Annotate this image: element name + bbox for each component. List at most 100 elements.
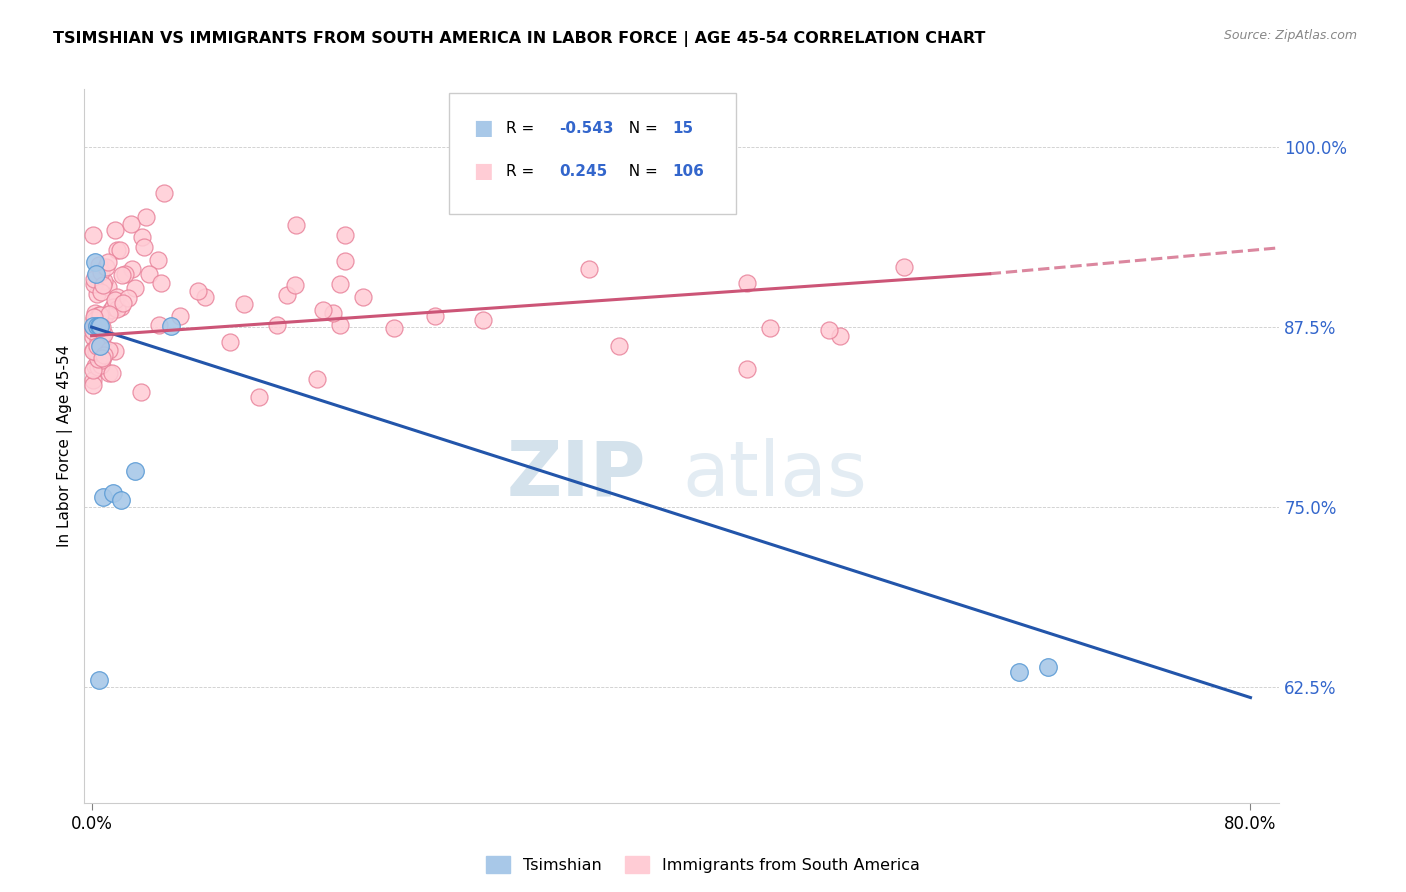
Point — [333, 254, 356, 268]
Point — [100, 302, 122, 317]
Point — [148, 318, 170, 332]
Point — [103, 486, 125, 500]
Point — [90, 285, 112, 299]
Point — [108, 243, 131, 257]
Point — [89, 334, 111, 349]
Point — [82, 374, 104, 388]
Text: R =: R = — [506, 164, 540, 178]
Point — [114, 267, 136, 281]
Point — [91, 320, 114, 334]
Point — [97, 367, 120, 381]
Point — [101, 300, 124, 314]
Point — [103, 293, 125, 308]
Point — [89, 318, 111, 333]
Point — [93, 348, 115, 362]
Point — [82, 228, 104, 243]
Point — [101, 366, 124, 380]
Point — [150, 276, 173, 290]
Point — [828, 329, 851, 343]
Point — [91, 351, 114, 365]
Point — [89, 308, 111, 322]
Text: 15: 15 — [672, 121, 693, 136]
Point — [284, 278, 307, 293]
Point — [82, 329, 104, 343]
Text: N =: N = — [619, 121, 662, 136]
Point — [247, 390, 270, 404]
Point — [1008, 665, 1031, 679]
Point — [97, 280, 120, 294]
Point — [91, 327, 114, 342]
Point — [82, 343, 104, 358]
Point — [111, 268, 134, 282]
Point — [96, 260, 118, 275]
Point — [153, 186, 176, 201]
Text: Source: ZipAtlas.com: Source: ZipAtlas.com — [1223, 29, 1357, 42]
Point — [83, 306, 105, 320]
Text: 106: 106 — [672, 164, 704, 178]
Text: ■: ■ — [472, 119, 492, 138]
Point — [307, 372, 329, 386]
Point — [735, 362, 758, 376]
Text: atlas: atlas — [682, 438, 866, 511]
Point — [117, 291, 139, 305]
Point — [104, 223, 127, 237]
Point — [169, 310, 191, 324]
Point — [112, 295, 135, 310]
Point — [578, 262, 600, 277]
Point — [194, 290, 217, 304]
Point — [86, 287, 108, 301]
Text: N =: N = — [619, 164, 662, 178]
Text: R =: R = — [506, 121, 540, 136]
Point — [105, 243, 128, 257]
Text: -0.543: -0.543 — [558, 121, 613, 136]
Point — [94, 342, 117, 356]
Point — [233, 297, 256, 311]
Point — [94, 308, 117, 322]
Point — [759, 321, 782, 335]
Point — [82, 378, 104, 392]
Point — [89, 339, 111, 353]
Point — [84, 267, 107, 281]
Point — [607, 339, 630, 353]
Point — [735, 276, 758, 290]
Point — [91, 351, 114, 365]
Point — [105, 301, 128, 316]
Point — [110, 493, 132, 508]
Point — [87, 673, 110, 688]
Point — [98, 343, 121, 357]
Point — [129, 385, 152, 400]
Point — [83, 277, 105, 291]
Point — [82, 319, 104, 334]
Point — [91, 327, 114, 342]
Point — [87, 308, 110, 322]
Point — [83, 255, 105, 269]
Point — [893, 260, 915, 274]
Point — [82, 324, 104, 338]
Point — [285, 219, 308, 233]
Point — [93, 274, 115, 288]
Point — [817, 323, 839, 337]
Point — [333, 227, 356, 242]
Point — [83, 359, 105, 373]
Point — [91, 490, 114, 504]
Point — [91, 353, 114, 368]
Point — [86, 320, 108, 334]
Point — [103, 344, 125, 359]
Point — [110, 300, 132, 314]
Point — [82, 343, 104, 357]
Point — [322, 306, 344, 320]
Y-axis label: In Labor Force | Age 45-54: In Labor Force | Age 45-54 — [58, 345, 73, 547]
Point — [352, 290, 374, 304]
Point — [121, 261, 143, 276]
Point — [83, 310, 105, 324]
Point — [266, 318, 288, 333]
Point — [135, 211, 157, 225]
Legend: Tsimshian, Immigrants from South America: Tsimshian, Immigrants from South America — [479, 849, 927, 880]
Point — [423, 309, 446, 323]
Point — [87, 318, 110, 333]
Point — [84, 345, 107, 359]
Point — [87, 258, 110, 272]
Point — [83, 311, 105, 326]
FancyBboxPatch shape — [449, 93, 735, 214]
Point — [329, 318, 352, 332]
